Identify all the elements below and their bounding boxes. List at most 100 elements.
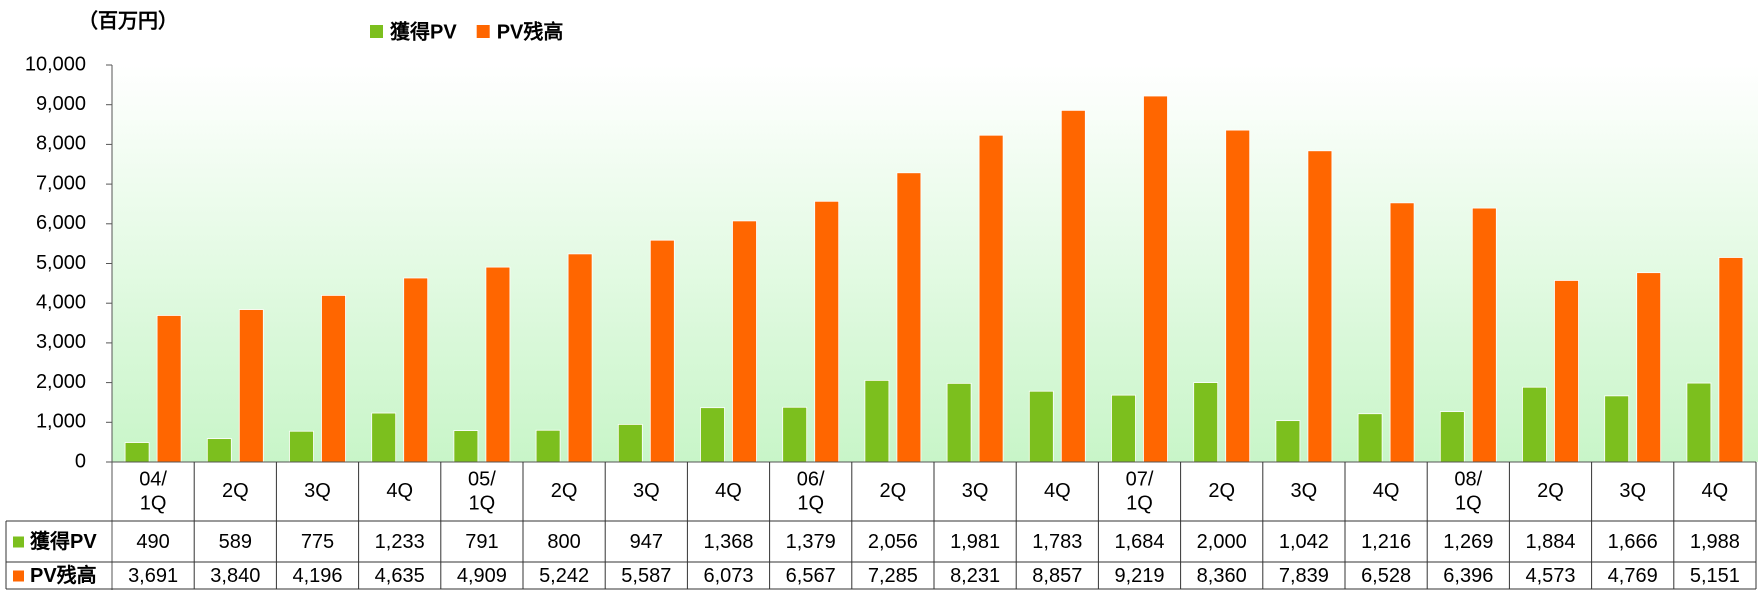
y-tick-label: 5,000: [36, 252, 86, 274]
bar: [371, 412, 397, 463]
bar: [1686, 382, 1712, 463]
table-row-label: PV残高: [30, 563, 97, 587]
legend-label: PV残高: [497, 19, 564, 43]
bar: [1604, 395, 1630, 463]
bar: [864, 379, 890, 463]
table-value: 4,909: [457, 565, 507, 587]
table-value: 6,073: [703, 565, 753, 587]
table-value: 589: [219, 531, 252, 553]
legend-label: 獲得PV: [390, 19, 457, 43]
table-value: 4,573: [1525, 565, 1575, 587]
table-value: 1,379: [786, 531, 836, 553]
bar: [896, 172, 922, 463]
table-value: 6,396: [1443, 565, 1493, 587]
table-value: 6,567: [786, 565, 836, 587]
x-tick-label-line: 1Q: [1455, 493, 1482, 515]
bar: [1225, 129, 1251, 463]
table-legend-swatch: [13, 570, 24, 582]
x-tick-label-line: 07/: [1126, 469, 1154, 491]
x-tick-label: 07/1Q: [1126, 469, 1154, 515]
table-value: 4,769: [1608, 565, 1658, 587]
x-tick-label: 2Q: [1537, 480, 1564, 502]
table-value: 1,981: [950, 531, 1000, 553]
table-value: 5,587: [621, 565, 671, 587]
x-tick-label: 2Q: [1208, 480, 1235, 502]
bar: [567, 253, 593, 463]
table-value: 791: [465, 531, 498, 553]
y-tick-label: 3,000: [36, 331, 86, 353]
bar: [946, 382, 972, 463]
table-value: 8,360: [1197, 565, 1247, 587]
bar: [535, 429, 561, 463]
bar: [978, 134, 1004, 463]
x-tick-label: 4Q: [1373, 480, 1400, 502]
y-tick-label: 2,000: [36, 371, 86, 393]
table-value: 4,635: [375, 565, 425, 587]
x-tick-label: 04/1Q: [139, 469, 167, 515]
x-tick-label: 3Q: [633, 480, 660, 502]
table-value: 7,839: [1279, 565, 1329, 587]
x-tick-label: 3Q: [304, 480, 331, 502]
table-value: 9,219: [1114, 565, 1164, 587]
x-tick-label: 2Q: [551, 480, 578, 502]
bar: [649, 239, 675, 463]
x-tick-label: 06/1Q: [797, 469, 825, 515]
table-value: 6,528: [1361, 565, 1411, 587]
bar: [1275, 420, 1301, 463]
bar: [1111, 394, 1136, 463]
table-value: 1,988: [1690, 531, 1740, 553]
table-value: 5,151: [1690, 565, 1740, 587]
bar: [782, 406, 808, 463]
bar: [1636, 272, 1662, 463]
x-tick-label: 4Q: [1702, 480, 1729, 502]
bar: [1193, 382, 1219, 463]
y-tick-label: 10,000: [25, 53, 86, 75]
table-value: 3,840: [210, 565, 260, 587]
x-tick-label-line: 1Q: [469, 493, 496, 515]
table-value: 1,368: [703, 531, 753, 553]
bar: [814, 200, 840, 463]
table-value: 947: [630, 531, 663, 553]
unit-label: （百万円）: [78, 9, 178, 32]
x-tick-label: 3Q: [962, 480, 989, 502]
y-tick-label: 8,000: [36, 133, 86, 155]
x-tick-label-line: 05/: [468, 469, 496, 491]
table-value: 7,285: [868, 565, 918, 587]
bar: [485, 266, 511, 463]
bar: [617, 424, 643, 463]
x-tick-label-line: 08/: [1454, 469, 1482, 491]
bar: [1028, 390, 1054, 463]
bar: [1389, 202, 1415, 463]
legend-swatch: [370, 25, 383, 38]
x-tick-label-line: 04/: [139, 469, 167, 491]
legend-swatch: [476, 25, 490, 38]
y-tick-label: 0: [75, 450, 86, 472]
bar: [289, 430, 314, 463]
x-tick-label: 4Q: [1044, 480, 1071, 502]
x-tick-label: 4Q: [386, 480, 413, 502]
y-tick-label: 4,000: [36, 291, 86, 313]
x-tick-label: 3Q: [1619, 480, 1646, 502]
bar: [321, 295, 346, 463]
table-value: 1,042: [1279, 531, 1329, 553]
table-legend-swatch: [13, 536, 24, 548]
table-value: 800: [547, 531, 580, 553]
table-value: 3,691: [128, 565, 178, 587]
bar: [124, 442, 150, 463]
x-tick-label: 4Q: [715, 480, 742, 502]
table-value: 1,884: [1525, 531, 1575, 553]
table-value: 1,684: [1114, 531, 1164, 553]
table-value: 1,269: [1443, 531, 1493, 553]
plot-background: [112, 65, 1758, 462]
y-tick-label: 7,000: [36, 172, 86, 194]
x-tick-label-line: 06/: [797, 469, 825, 491]
table-value: 1,233: [375, 531, 425, 553]
bar: [1307, 150, 1333, 463]
table-value: 8,231: [950, 565, 1000, 587]
x-tick-label: 2Q: [222, 480, 249, 502]
bar: [1143, 95, 1168, 463]
bar: [453, 430, 479, 463]
table-value: 2,000: [1197, 531, 1247, 553]
x-tick-label: 08/1Q: [1454, 469, 1482, 515]
